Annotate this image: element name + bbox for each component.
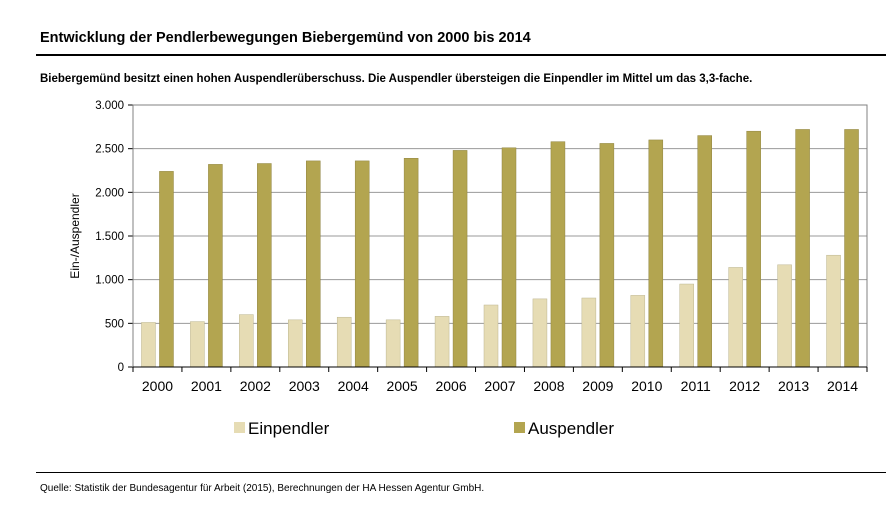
bar-einpendler [826,254,841,368]
footer-divider [36,472,886,473]
bar-auspendler [599,143,615,368]
chart-subtitle: Biebergemünd besitzt einen hohen Auspend… [40,73,753,85]
y-tick-label: 500 [105,318,124,330]
bar-einpendler [630,295,646,368]
x-tick-label: 2009 [582,378,613,394]
x-tick-label: 2012 [729,378,760,394]
y-tick-label: 2.000 [95,187,124,199]
bar-einpendler [532,298,548,368]
y-axis-label: Ein-/Auspendler [68,193,82,278]
x-tick-label: 2007 [484,378,515,394]
source-note: Quelle: Statistik der Bundesagentur für … [40,483,485,494]
x-tick-label: 2006 [435,378,466,394]
legend-swatch [514,422,525,433]
x-tick-label: 2011 [681,378,711,394]
bar-auspendler [844,129,859,368]
bar-einpendler [728,267,743,368]
bar-einpendler [434,316,450,368]
legend-label: Auspendler [528,419,614,438]
bar-auspendler [208,164,223,368]
bar-auspendler [403,158,419,368]
x-tick-label: 2004 [338,378,369,394]
x-tick-label: 2014 [827,378,858,394]
legend-swatch [234,422,245,433]
bar-auspendler [159,171,174,368]
bar-auspendler [306,160,321,368]
y-tick-label: 1.500 [95,231,124,243]
x-tick-label: 2003 [289,378,320,394]
bar-auspendler [746,130,761,368]
legend-label: Einpendler [248,419,330,438]
bar-einpendler [679,283,694,368]
x-tick-label: 2008 [533,378,564,394]
bar-auspendler [354,160,370,368]
x-tick-label: 2000 [142,378,173,394]
title-divider [36,54,886,56]
x-tick-label: 2001 [191,378,222,394]
bar-einpendler [336,316,352,368]
bar-einpendler [581,297,597,368]
y-tick-label: 0 [118,362,124,374]
bar-auspendler [550,141,566,368]
y-tick-label: 2.500 [95,144,124,156]
chart-title: Entwicklung der Pendlerbewegungen Bieber… [40,30,531,46]
bar-einpendler [288,319,303,368]
bar-einpendler [239,314,254,368]
bar-auspendler [501,147,517,368]
bar-auspendler [257,163,272,368]
bar-auspendler [697,135,712,368]
bar-einpendler [483,304,499,368]
y-tick-label: 3.000 [95,100,124,112]
bar-auspendler [795,129,810,368]
bar-auspendler [452,150,468,368]
bar-einpendler [141,322,156,368]
y-tick-label: 1.000 [95,275,124,287]
bar-einpendler [190,321,205,368]
bar-einpendler [385,319,401,368]
x-tick-label: 2002 [240,378,271,394]
bar-einpendler [777,264,792,368]
bar-auspendler [648,139,664,368]
x-tick-label: 2005 [387,378,418,394]
x-tick-label: 2010 [631,378,662,394]
bar-chart: 0 500 1.000 1.500 2.000 2.500 3.000 2000 2001 200… [68,100,868,438]
x-tick-label: 2013 [778,378,809,394]
